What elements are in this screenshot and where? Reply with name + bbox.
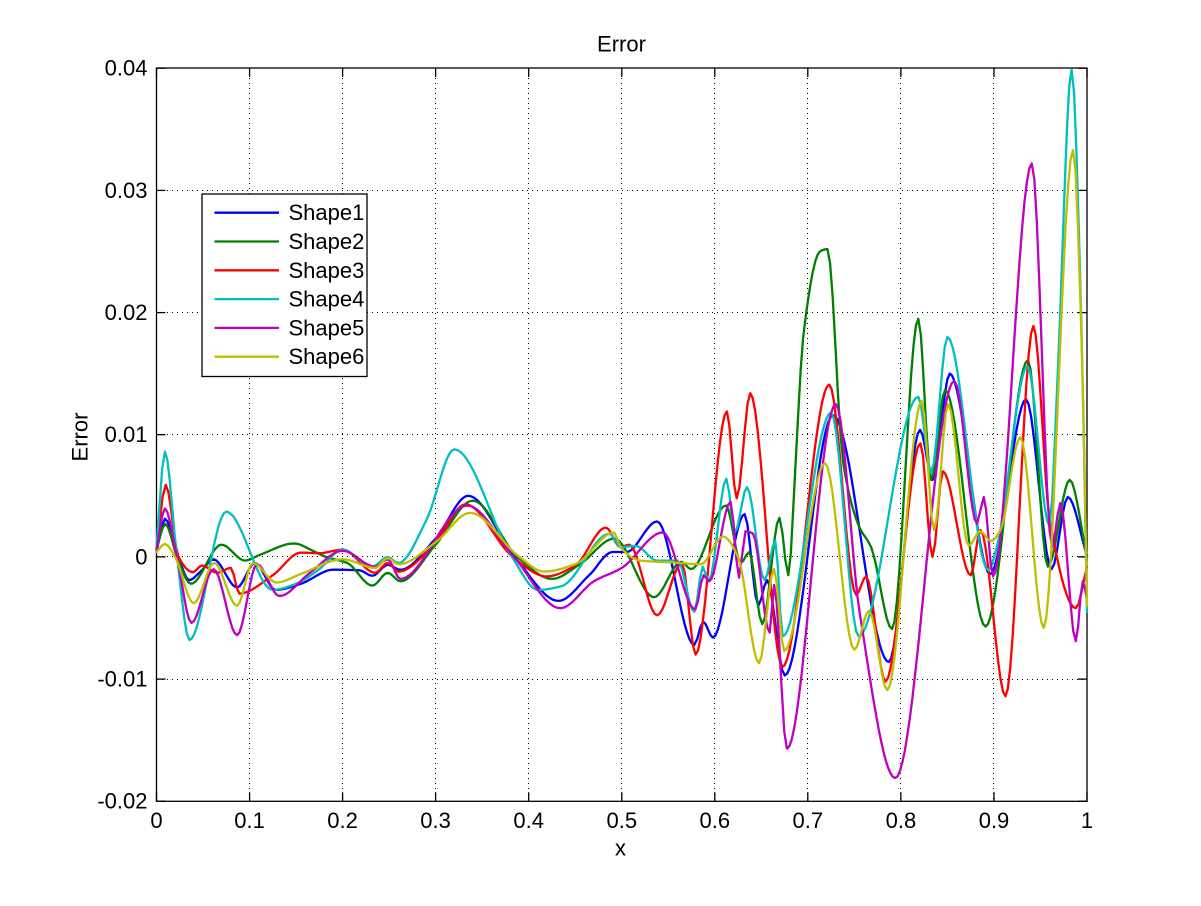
svg-text:0.9: 0.9	[979, 808, 1010, 833]
svg-text:0: 0	[135, 544, 147, 569]
svg-text:Error: Error	[68, 413, 93, 462]
svg-text:0.1: 0.1	[234, 808, 265, 833]
svg-text:Shape1: Shape1	[289, 200, 365, 225]
svg-text:0.01: 0.01	[105, 422, 148, 447]
svg-text:0.02: 0.02	[105, 300, 148, 325]
svg-text:0.3: 0.3	[420, 808, 451, 833]
svg-text:Shape2: Shape2	[289, 229, 365, 254]
svg-text:0.7: 0.7	[793, 808, 824, 833]
svg-text:0.2: 0.2	[327, 808, 358, 833]
svg-text:0.5: 0.5	[607, 808, 638, 833]
svg-text:0.6: 0.6	[700, 808, 731, 833]
svg-text:0.4: 0.4	[513, 808, 544, 833]
svg-text:x: x	[615, 836, 626, 861]
svg-text:Shape6: Shape6	[289, 344, 365, 369]
svg-text:1: 1	[1081, 808, 1093, 833]
svg-text:0: 0	[150, 808, 162, 833]
svg-text:0.8: 0.8	[886, 808, 917, 833]
svg-text:Shape3: Shape3	[289, 258, 365, 283]
svg-text:0.03: 0.03	[105, 178, 148, 203]
svg-text:Shape5: Shape5	[289, 315, 365, 340]
svg-text:0.04: 0.04	[105, 56, 148, 81]
svg-text:Shape4: Shape4	[289, 287, 365, 312]
svg-text:-0.01: -0.01	[97, 667, 147, 692]
svg-text:-0.02: -0.02	[97, 789, 147, 814]
svg-text:Error: Error	[597, 32, 646, 57]
